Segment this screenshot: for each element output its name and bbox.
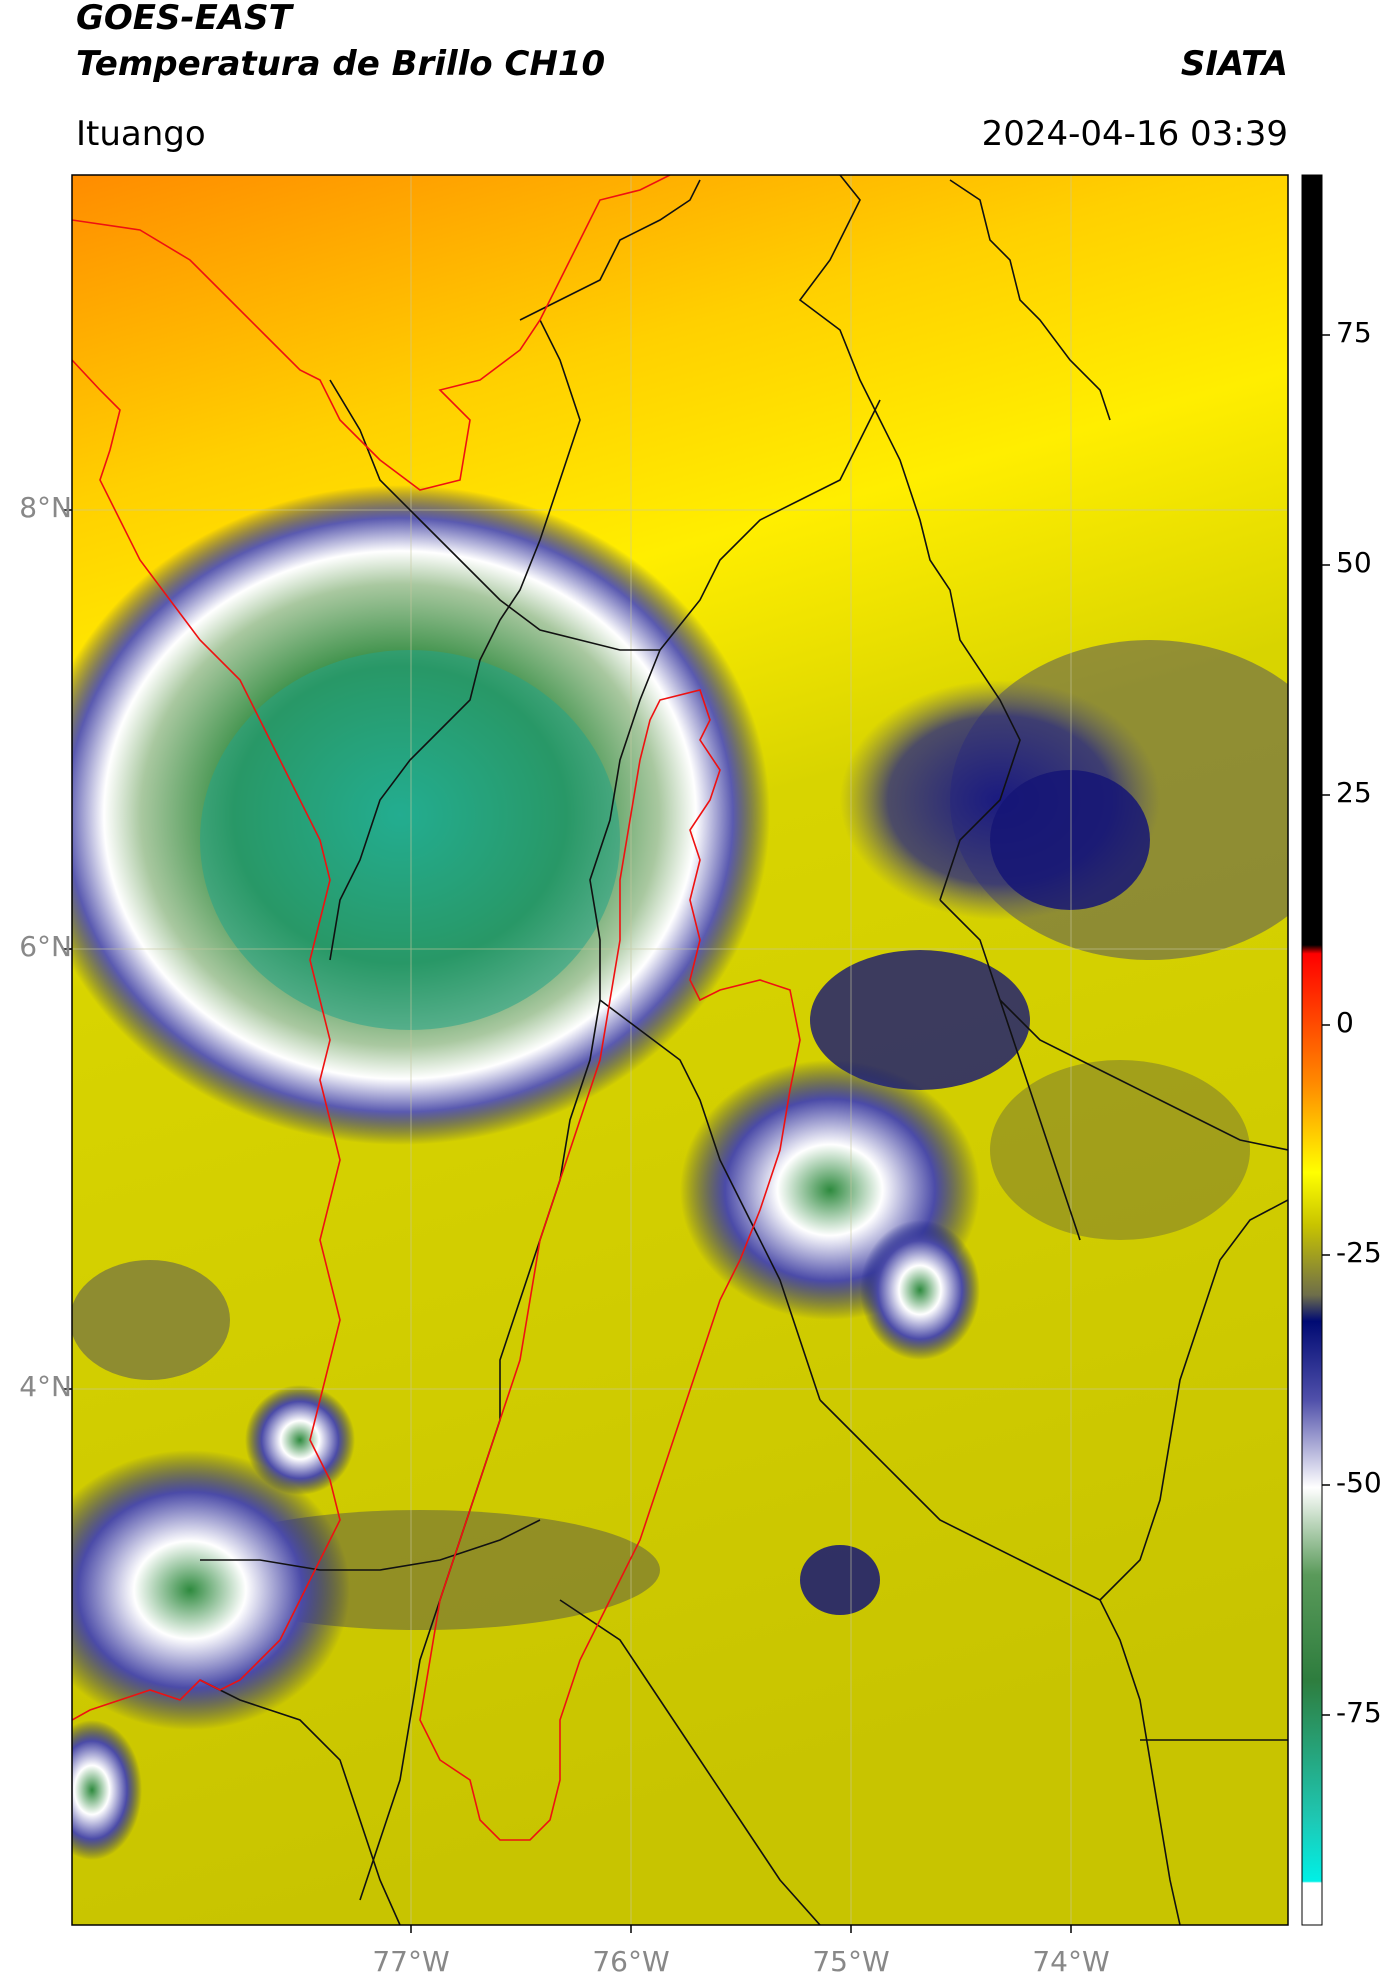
organization-label: SIATA [1180,44,1288,84]
satellite-imagery [72,175,1288,1925]
longitude-label-75w: 75°W [812,1945,890,1978]
latitude-label-4n: 4°N [19,1370,72,1403]
department-borders [199,175,1288,1925]
map-ticks [64,509,1072,1933]
latitude-label-8n: 8°N [19,491,72,524]
colorbar-label-25: 25 [1336,776,1372,809]
longitude-label-77w: 77°W [372,1945,450,1978]
graticule [72,175,1288,1925]
coastline-and-basin-outline [72,175,801,1841]
map-frame [71,174,1289,1926]
region-label: Ituango [76,114,206,154]
colorbar-ticks [1322,334,1330,1716]
latitude-label-6n: 6°N [19,930,72,963]
longitude-label-74w: 74°W [1032,1945,1110,1978]
colorbar-label-minus50: -50 [1336,1466,1382,1499]
product-title: Temperatura de Brillo CH10 [76,44,606,84]
colorbar-label-minus75: -75 [1336,1696,1382,1729]
colorbar-label-75: 75 [1336,316,1372,349]
satellite-title: GOES-EAST [76,0,292,38]
colorbar [1301,174,1323,1926]
colorbar-label-minus25: -25 [1336,1236,1382,1269]
colorbar-label-0: 0 [1336,1006,1354,1039]
timestamp-label: 2024-04-16 03:39 [981,114,1288,154]
colorbar-label-50: 50 [1336,546,1372,579]
longitude-label-76w: 76°W [592,1945,670,1978]
